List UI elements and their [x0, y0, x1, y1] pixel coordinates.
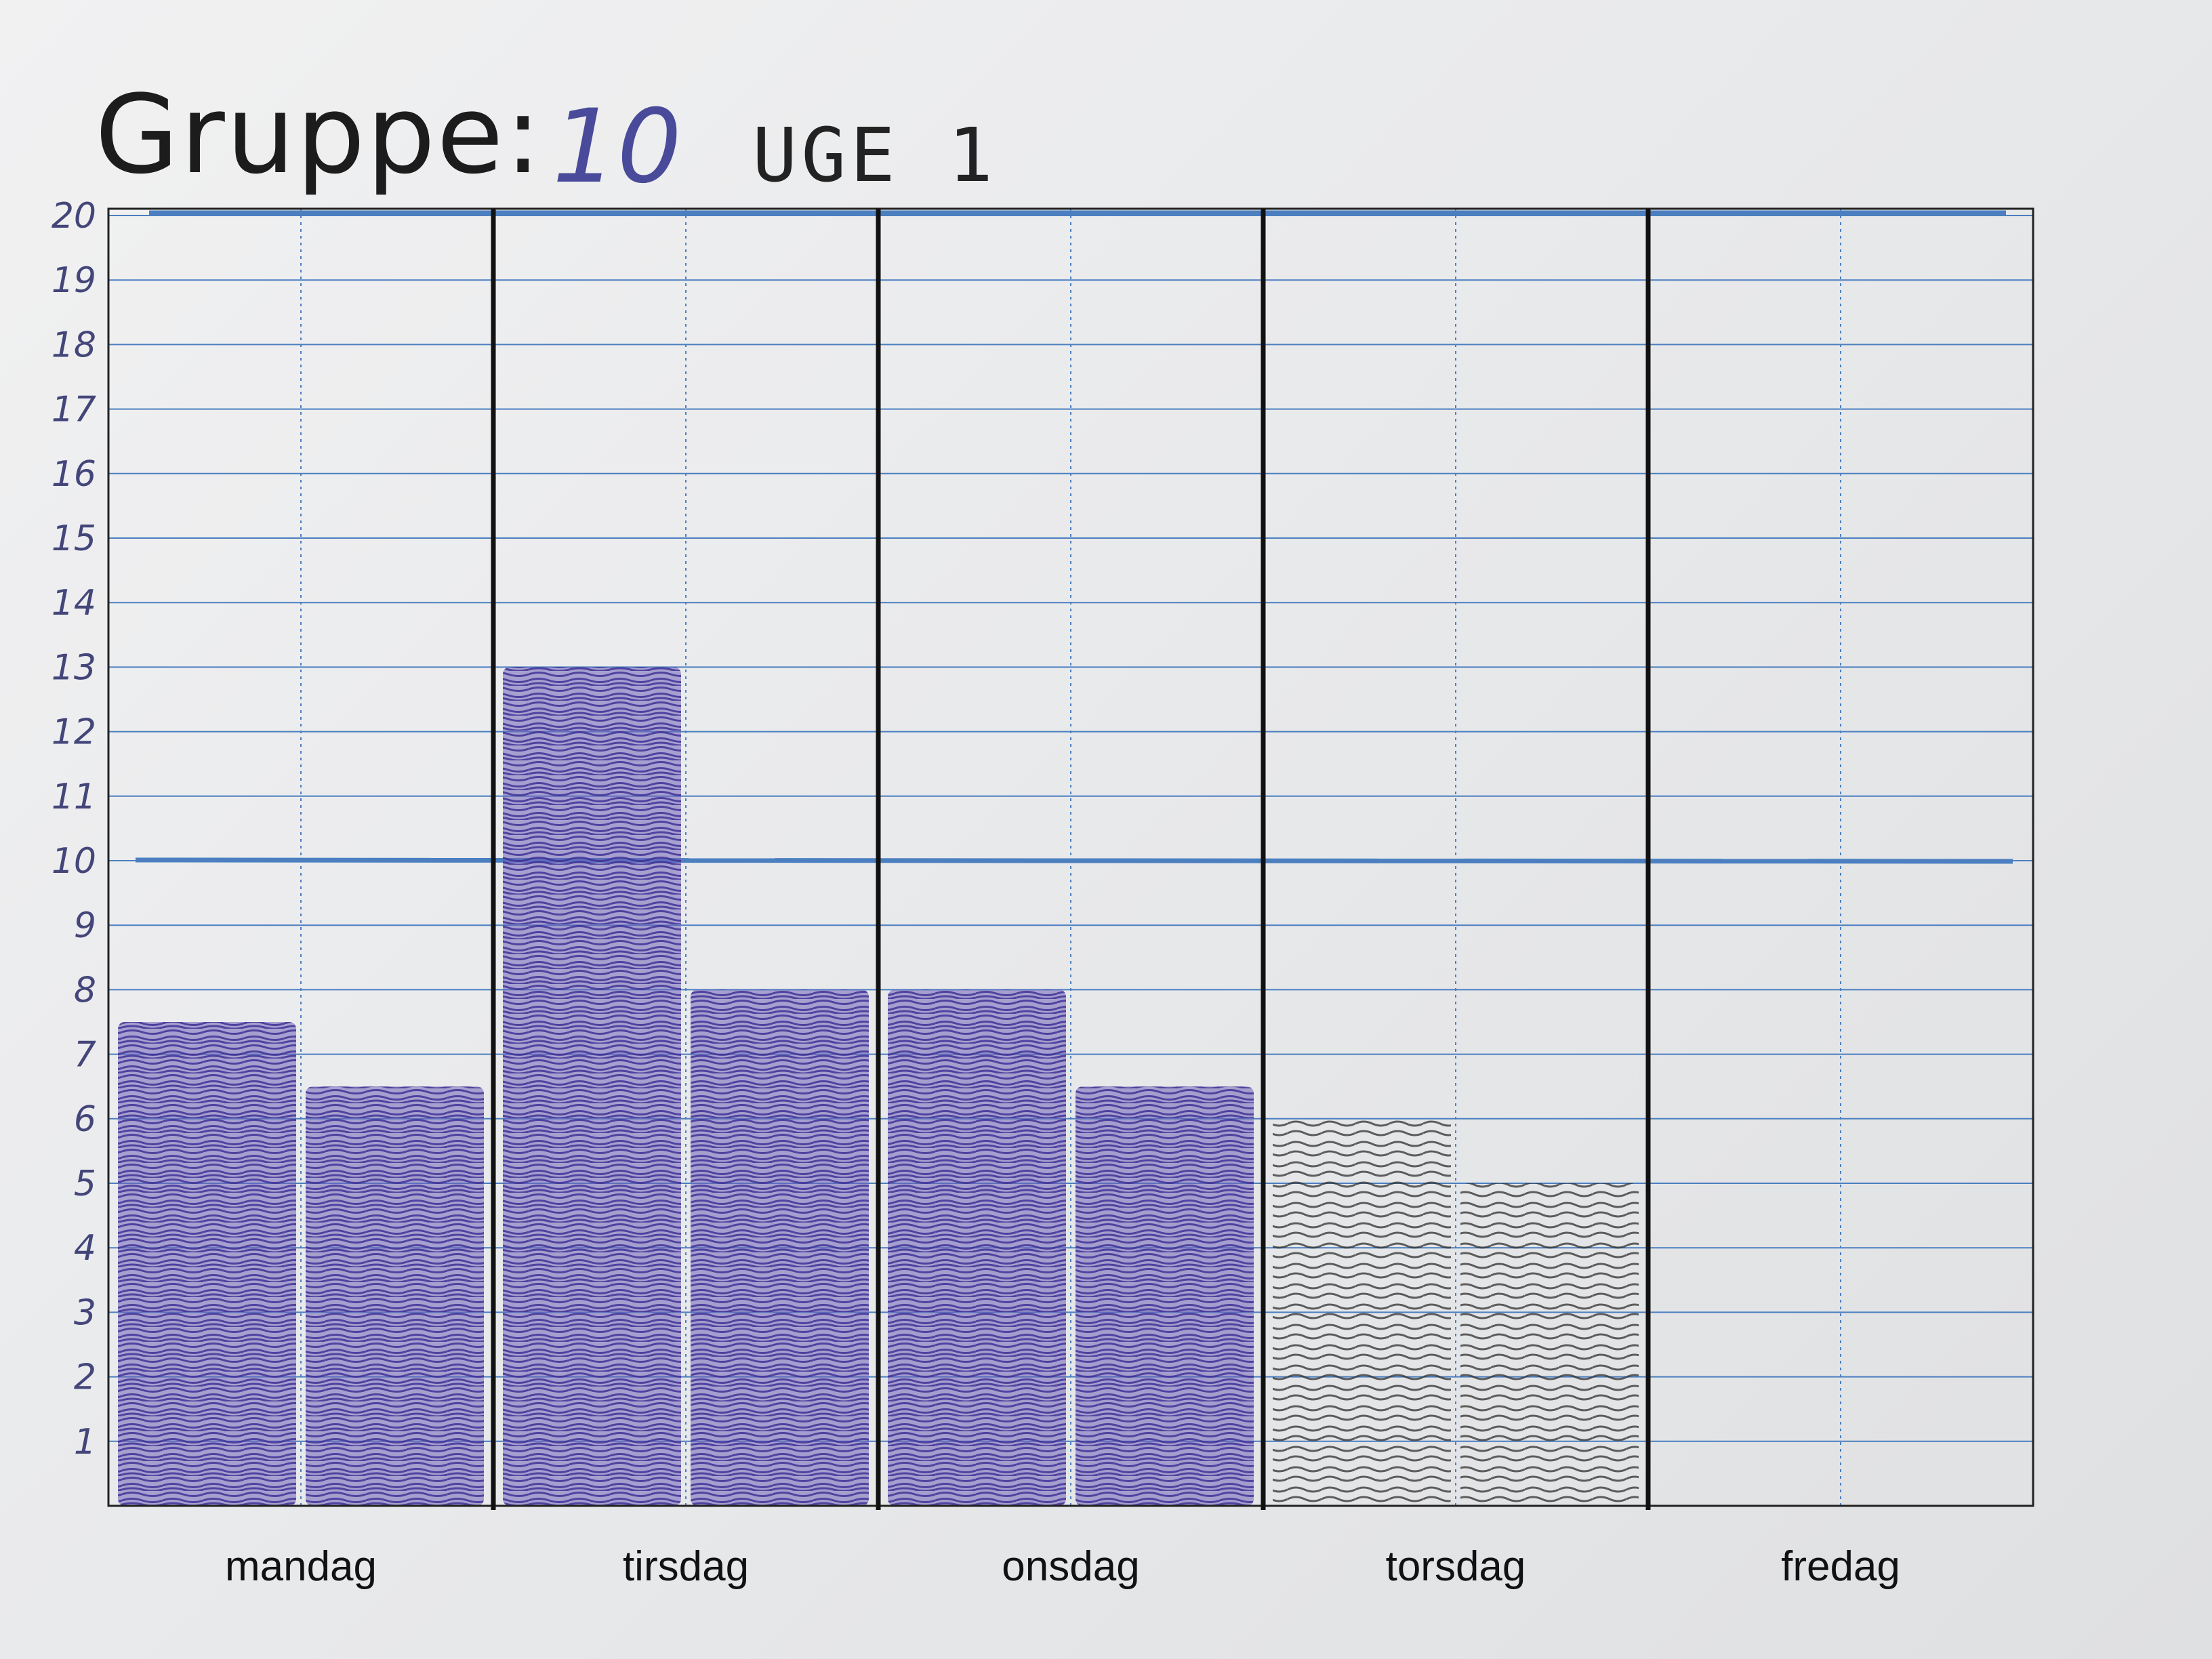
y-tick-label: 2 — [74, 1357, 96, 1398]
category-labels: mandag tirsdag onsdag torsdag fredag — [225, 1543, 1900, 1590]
week-label: UGE 1 — [752, 112, 998, 199]
category-label: fredag — [1781, 1543, 1900, 1590]
category-label: tirsdag — [623, 1543, 749, 1590]
bar-torsdag-2 — [1460, 1183, 1639, 1506]
group-number: 10 — [552, 88, 682, 206]
chart-title-label: Gruppe: — [95, 71, 543, 198]
y-tick-label: 11 — [52, 777, 96, 817]
y-tick-label: 14 — [52, 583, 96, 623]
y-tick-label: 12 — [52, 712, 96, 753]
category-label: mandag — [225, 1543, 377, 1590]
bar-torsdag-1 — [1273, 1118, 1451, 1506]
y-tick-label: 16 — [52, 454, 96, 495]
bars — [118, 667, 1639, 1506]
y-tick-label: 5 — [74, 1164, 96, 1204]
y-tick-label: 13 — [52, 647, 96, 688]
y-tick-label: 18 — [52, 325, 96, 365]
gridline-ten-bold — [135, 857, 2013, 864]
y-tick-label: 9 — [74, 905, 96, 946]
plot-border — [107, 207, 2034, 1507]
y-tick-label: 15 — [52, 518, 96, 559]
y-tick-label: 19 — [52, 260, 96, 301]
bar-tirsdag-1 — [503, 667, 681, 1506]
grid — [108, 209, 2033, 1506]
bar-onsdag-2 — [1076, 1086, 1254, 1506]
y-tick-label: 1 — [74, 1422, 96, 1462]
y-tick-label: 3 — [74, 1292, 96, 1333]
y-tick-label: 4 — [74, 1228, 96, 1269]
bar-mandag-1 — [118, 1022, 296, 1506]
y-tick-label: 7 — [74, 1035, 96, 1076]
category-label: onsdag — [1002, 1543, 1139, 1590]
y-tick-label: 10 — [52, 841, 96, 882]
y-tick-label: 17 — [52, 390, 96, 430]
category-label: torsdag — [1386, 1543, 1526, 1590]
y-tick-label: 8 — [74, 970, 96, 1010]
chart-frame — [107, 207, 2034, 1510]
bar-mandag-2 — [306, 1086, 484, 1506]
bar-onsdag-1 — [888, 989, 1066, 1506]
y-tick-label: 6 — [74, 1099, 96, 1140]
y-tick-label: 20 — [52, 196, 96, 237]
bar-tirsdag-2 — [691, 989, 869, 1506]
